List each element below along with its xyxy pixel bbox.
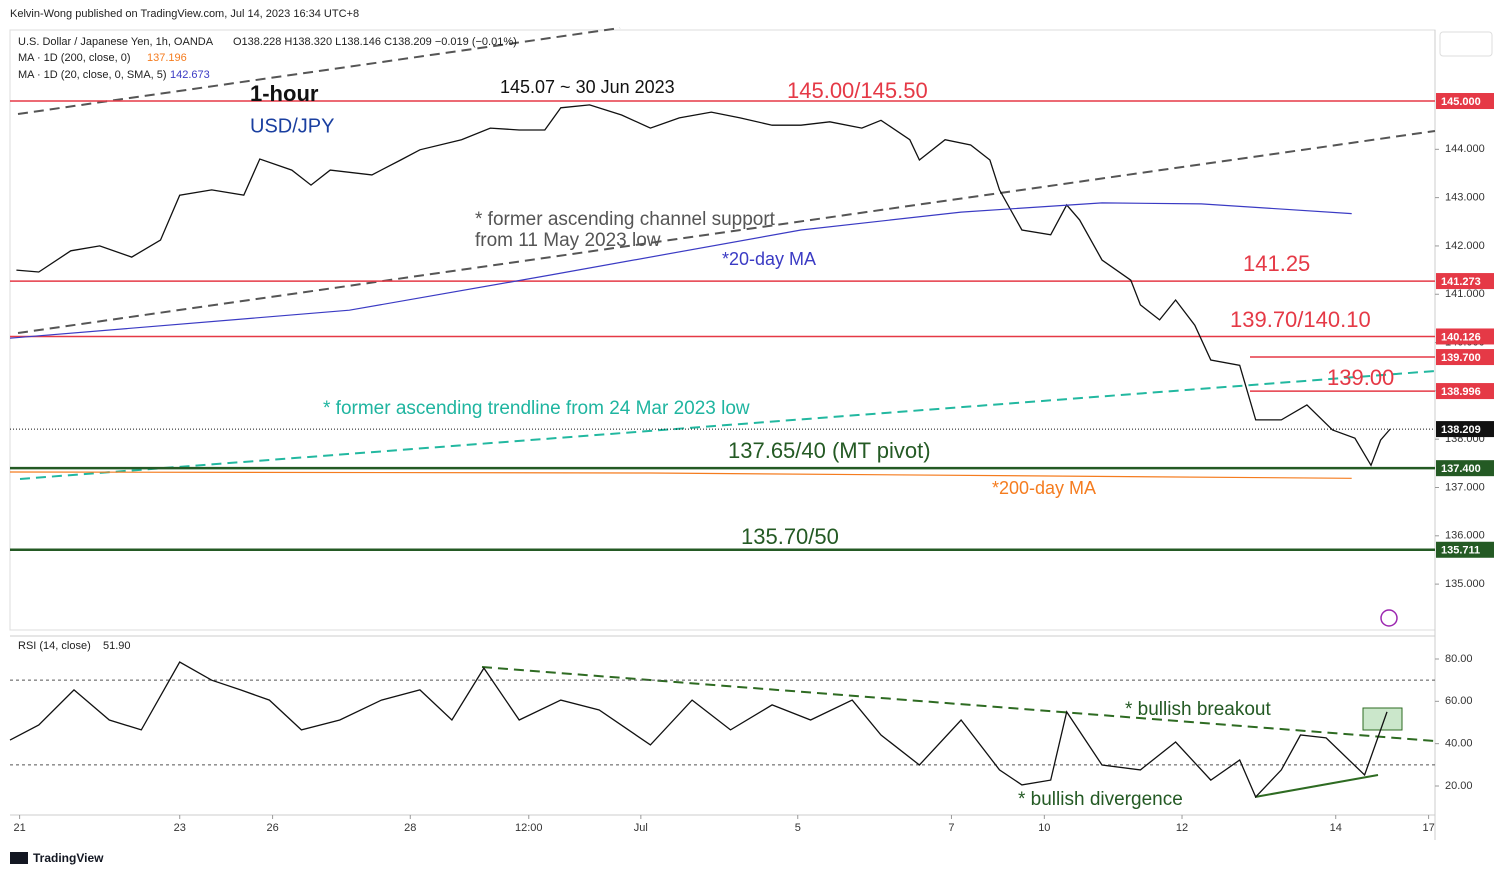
y-tick-label: 20.00	[1445, 780, 1473, 792]
y-tick-label: 40.00	[1445, 738, 1473, 750]
annotation: 139.00	[1327, 365, 1394, 390]
price-label-box	[1436, 460, 1494, 477]
ma200-value: 137.196	[147, 52, 187, 64]
x-tick-label: 12:00	[515, 822, 543, 834]
annotation: 135.70/50	[741, 524, 839, 549]
price-label: 138.996	[1441, 386, 1481, 398]
x-tick-label: 17	[1422, 822, 1434, 834]
x-tick-label: 14	[1330, 822, 1342, 834]
annotation: *200-day MA	[992, 478, 1096, 498]
ma20-value: 142.673	[170, 69, 210, 81]
annotation: USD/JPY	[250, 115, 334, 137]
scale-button[interactable]	[1439, 31, 1493, 57]
price-label-box	[1436, 273, 1494, 290]
divergence-line	[1254, 774, 1379, 798]
ma20-label: MA · 1D (20, close, 0, SMA, 5)	[18, 69, 167, 81]
y-tick-label: 60.00	[1445, 695, 1473, 707]
annotation: * bullish breakout	[1125, 699, 1271, 720]
ohlc: O138.228 H138.320 L138.146 C138.209 −0.0…	[233, 36, 517, 48]
rsi-title: RSI (14, close)	[18, 640, 91, 652]
y-tick-label: 136.000	[1445, 530, 1485, 542]
x-tick-label: 12	[1176, 822, 1188, 834]
price-label: 139.700	[1441, 352, 1481, 364]
y-tick-label: 143.000	[1445, 192, 1485, 204]
x-tick-label: Jul	[634, 822, 648, 834]
teal-trendline	[19, 370, 1436, 480]
ma-line	[9, 202, 1352, 339]
annotation: * bullish divergence	[1018, 789, 1183, 810]
y-tick-label: 135.000	[1445, 578, 1485, 590]
symbol: U.S. Dollar / Japanese Yen, 1h, OANDA	[18, 36, 214, 48]
annotation: 145.00/145.50	[787, 78, 928, 103]
footer: TradingView	[33, 851, 104, 865]
price-label-box	[1436, 541, 1494, 558]
x-tick-label: 10	[1038, 822, 1050, 834]
annotation: 141.25	[1243, 251, 1310, 276]
annotation: 137.65/40 (MT pivot)	[728, 438, 931, 463]
price-label: 140.126	[1441, 331, 1481, 343]
x-tick-label: 26	[266, 822, 278, 834]
rsi-line	[9, 661, 1388, 799]
x-tick-label: 23	[174, 822, 186, 834]
y-tick-label: 142.000	[1445, 240, 1485, 252]
annotation: *20-day MA	[722, 249, 816, 269]
annotation: * former ascending channel support	[475, 209, 776, 230]
channel-lower	[17, 130, 1436, 334]
ma200-label: MA · 1D (200, close, 0)	[18, 52, 131, 64]
x-tick-label: 21	[13, 822, 25, 834]
annotation: from 11 May 2023 low	[475, 230, 661, 251]
y-tick-label: 141.000	[1445, 288, 1485, 300]
price-line	[16, 104, 1391, 467]
y-tick-label: 144.000	[1445, 143, 1485, 155]
price-label: 137.400	[1441, 463, 1481, 475]
ma-line	[9, 471, 1352, 479]
price-label-box	[1436, 421, 1494, 438]
price-label-box	[1436, 349, 1494, 366]
channel-upper	[17, 27, 621, 115]
x-tick-label: 5	[795, 822, 801, 834]
y-tick-label: 137.000	[1445, 481, 1485, 493]
annotation: * former ascending trendline from 24 Mar…	[323, 398, 750, 419]
annotation: 1-hour	[250, 81, 319, 106]
event-icon[interactable]	[1380, 609, 1398, 627]
y-tick-label: 80.00	[1445, 653, 1473, 665]
price-label-box	[1436, 93, 1494, 110]
x-tick-label: 7	[948, 822, 954, 834]
price-label: 141.273	[1441, 276, 1481, 288]
x-tick-label: 28	[404, 822, 416, 834]
publisher: Kelvin-Wong published on TradingView.com…	[10, 8, 359, 20]
breakout-box	[1362, 707, 1403, 731]
price-label: 138.209	[1441, 424, 1481, 436]
price-label: 145.000	[1441, 96, 1481, 108]
price-label-box	[1436, 383, 1494, 400]
price-label: 135.711	[1441, 545, 1480, 557]
price-label-box	[1436, 328, 1494, 345]
annotation: 145.07 ~ 30 Jun 2023	[500, 77, 675, 97]
logo	[10, 852, 28, 864]
rsi-value: 51.90	[103, 640, 131, 652]
annotation: 139.70/140.10	[1230, 307, 1371, 332]
